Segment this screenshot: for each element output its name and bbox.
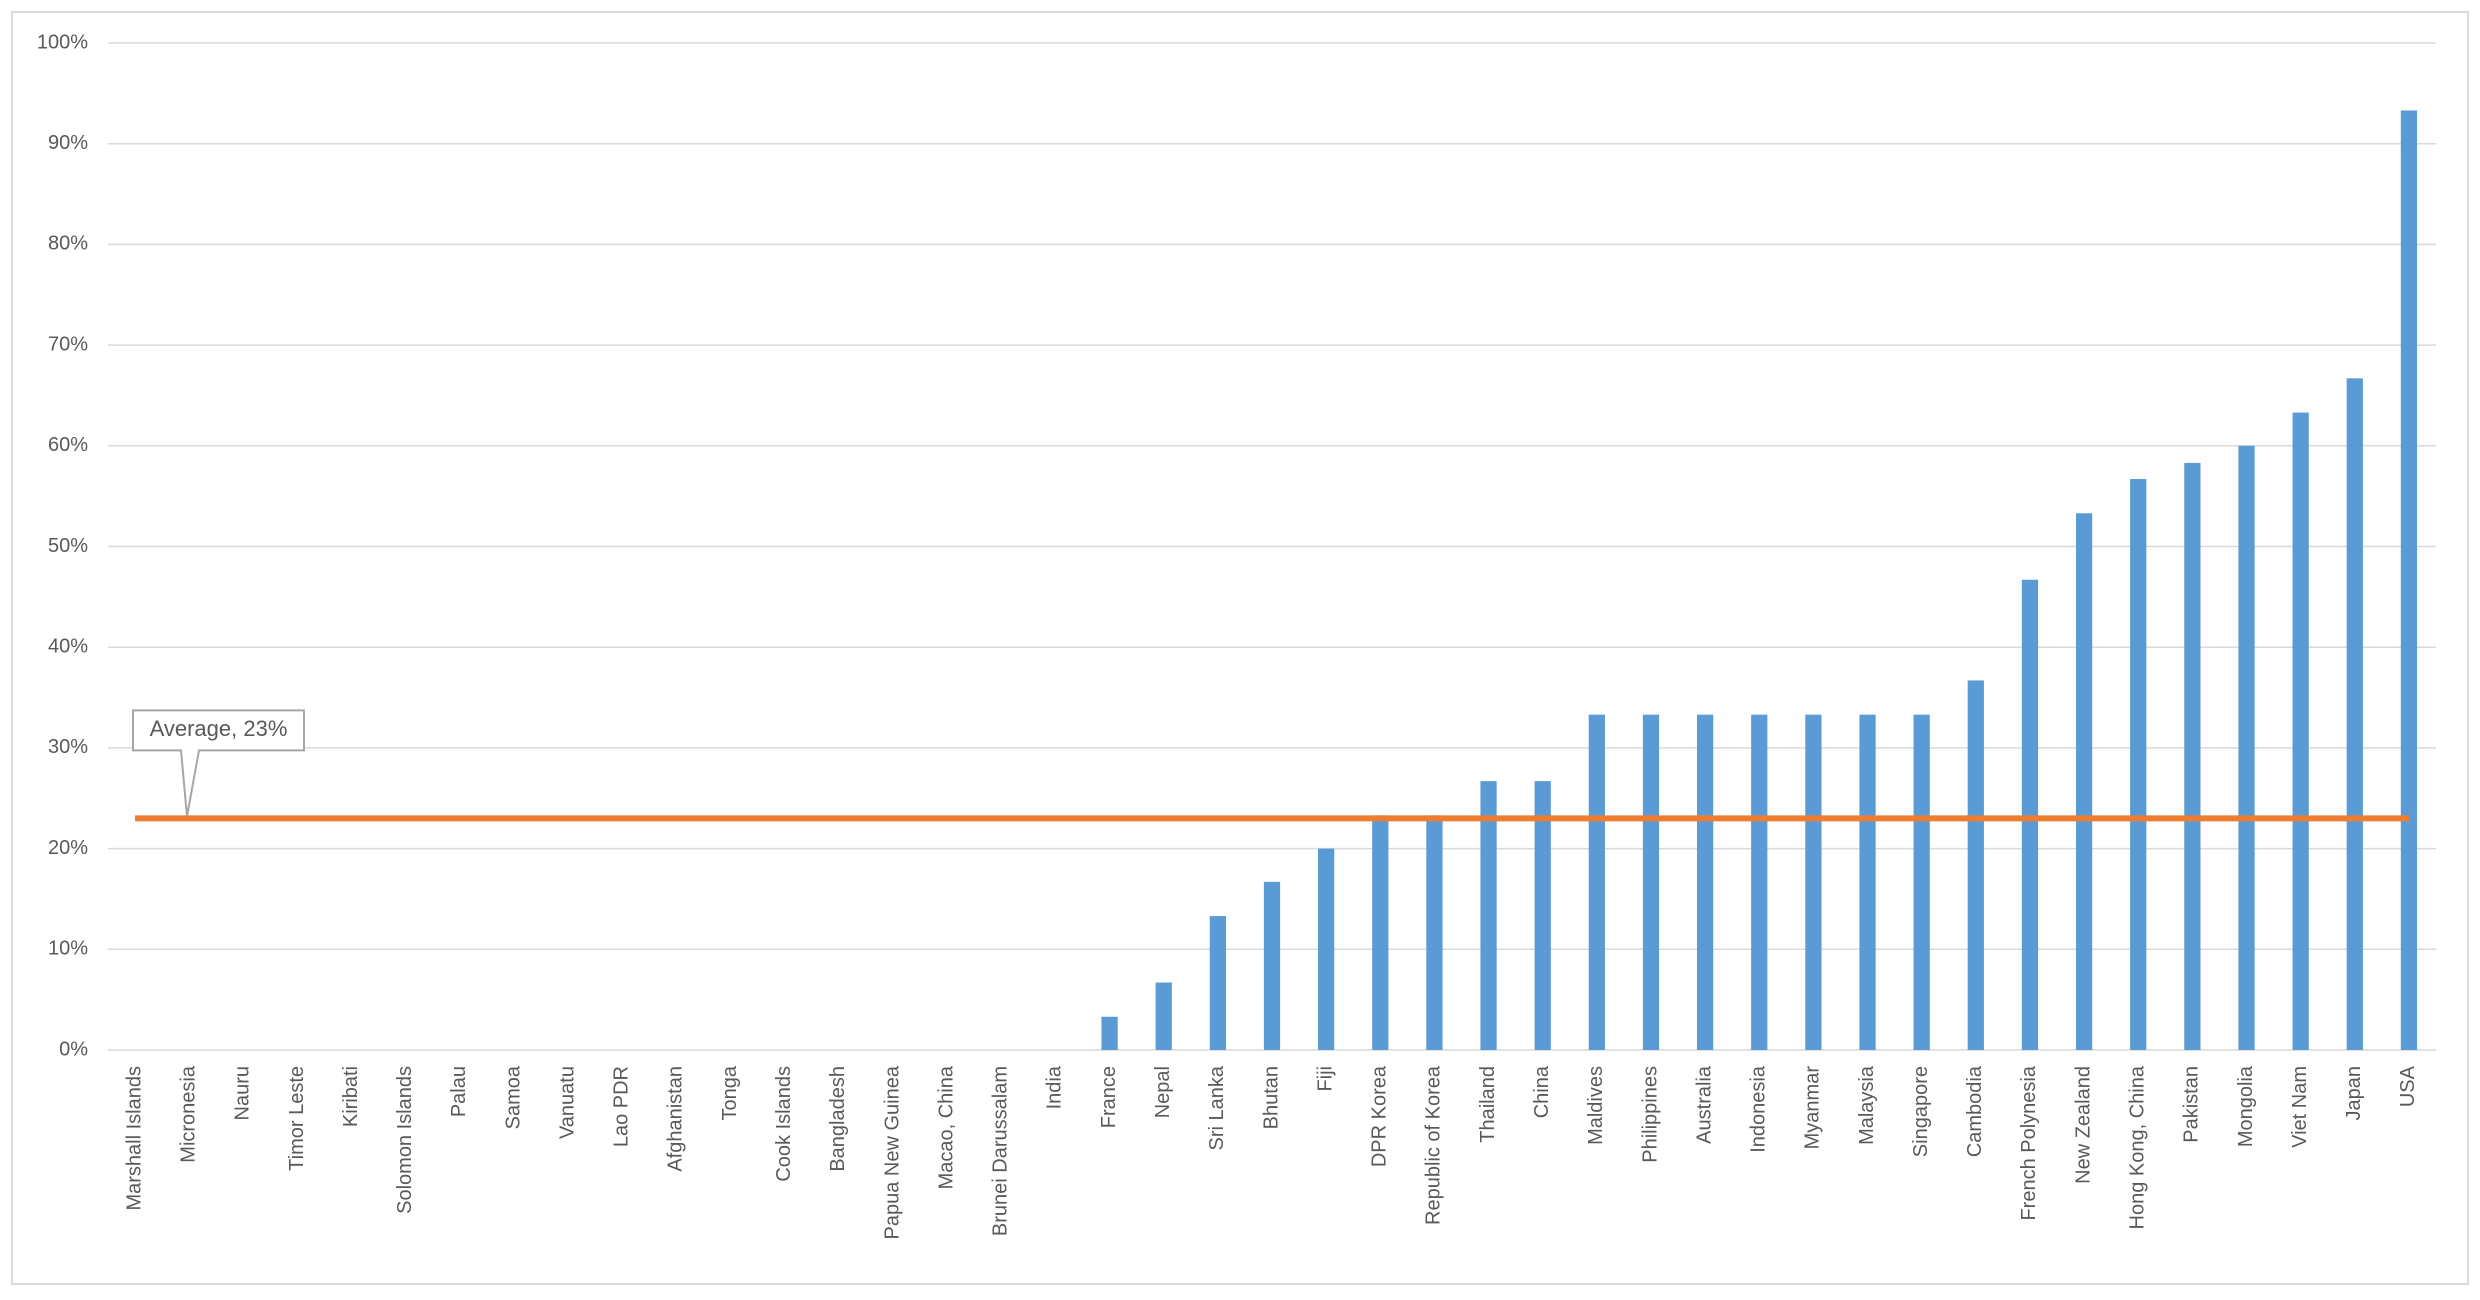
x-tick-label: Australia [1693,1065,1715,1144]
x-tick-label: Thailand [1477,1066,1499,1143]
x-tick-label: Hong Kong, China [2127,1065,2149,1229]
x-tick-label: China [1531,1065,1553,1118]
x-tick-label: Myanmar [1802,1066,1824,1150]
x-tick-label: Nepal [1152,1066,1174,1118]
bar [1805,714,1822,1050]
x-tick-label: French Polynesia [2018,1065,2040,1220]
x-tick-label: Singapore [1910,1066,1932,1157]
y-tick-label: 60% [48,434,88,456]
bar [1155,982,1172,1050]
y-tick-label: 0% [59,1038,88,1060]
x-tick-label: Viet Nam [2289,1066,2311,1148]
x-tick-label: Nauru [232,1066,254,1120]
x-tick-label: Palau [448,1066,470,1117]
bar [1642,714,1660,1050]
x-tick-label: New Zealand [2072,1066,2094,1184]
bar [1696,714,1714,1050]
x-tick-label: France [1098,1066,1120,1128]
bar [2130,479,2147,1050]
bar [1967,680,1984,1050]
bar [1426,815,1443,1050]
x-tick-label: Micronesia [177,1065,199,1163]
average-label: Average, 23% [150,716,288,741]
y-tick-label: 30% [48,736,88,758]
x-tick-label: Samoa [502,1065,524,1129]
chart-frame [11,11,2469,1285]
x-tick-label: Lao PDR [611,1066,633,1147]
bar [1318,848,1335,1050]
x-tick-label: Fiji [1314,1066,1336,1092]
bar [1101,1016,1118,1050]
x-tick-label: Brunei Darussalam [990,1066,1012,1236]
bar [1480,781,1497,1050]
x-tick-label: USA [2397,1065,2419,1107]
y-tick-label: 20% [48,837,88,859]
bar [1859,714,1876,1050]
bar [2292,412,2309,1051]
x-tick-label: Timor Leste [286,1066,308,1171]
y-tick-label: 90% [48,132,88,154]
x-tick-label: Papua New Guinea [881,1065,903,1239]
x-tick-label: Tonga [719,1065,741,1120]
x-tick-label: Cambodia [1964,1065,1986,1157]
bar [1263,881,1281,1050]
bar [1751,714,1768,1050]
average-callout [132,709,305,817]
bar [2346,378,2363,1050]
y-tick-label: 70% [48,333,88,355]
x-tick-label: Malaysia [1856,1065,1878,1145]
bar [1913,714,1930,1050]
bar [2021,579,2039,1050]
y-tick-label: 40% [48,635,88,657]
x-tick-label: Marshall Islands [123,1066,145,1211]
x-tick-label: Kiribati [340,1066,362,1127]
x-tick-label: Pakistan [2181,1066,2203,1143]
x-tick-label: Vanuatu [556,1066,578,1139]
x-tick-label: Philippines [1639,1066,1661,1163]
y-tick-label: 80% [48,233,88,255]
bar [2075,513,2093,1050]
bar [2238,445,2255,1050]
y-tick-label: 10% [48,938,88,960]
x-tick-label: DPR Korea [1369,1065,1391,1167]
bar [1372,815,1389,1050]
y-tick-label: 100% [37,31,88,53]
x-tick-label: Japan [2343,1066,2365,1121]
x-tick-label: Maldives [1585,1066,1607,1145]
bar [1534,781,1551,1050]
x-tick-label: Cook Islands [773,1066,795,1182]
y-tick-label: 50% [48,535,88,557]
x-tick-label: Solomon Islands [394,1066,416,1214]
x-tick-label: Bhutan [1260,1066,1282,1129]
x-tick-label: Macao, China [935,1065,957,1189]
bar [1209,916,1226,1050]
bar [2400,110,2418,1051]
bar [1588,714,1605,1050]
x-tick-label: Indonesia [1748,1065,1770,1153]
x-tick-label: Mongolia [2235,1065,2257,1147]
x-tick-label: Sri Lanka [1206,1065,1228,1150]
x-tick-label: Afghanistan [665,1066,687,1172]
x-tick-label: India [1044,1065,1066,1109]
x-tick-label: Bangladesh [827,1066,849,1172]
x-tick-label: Republic of Korea [1423,1065,1445,1225]
bar [2184,462,2201,1050]
